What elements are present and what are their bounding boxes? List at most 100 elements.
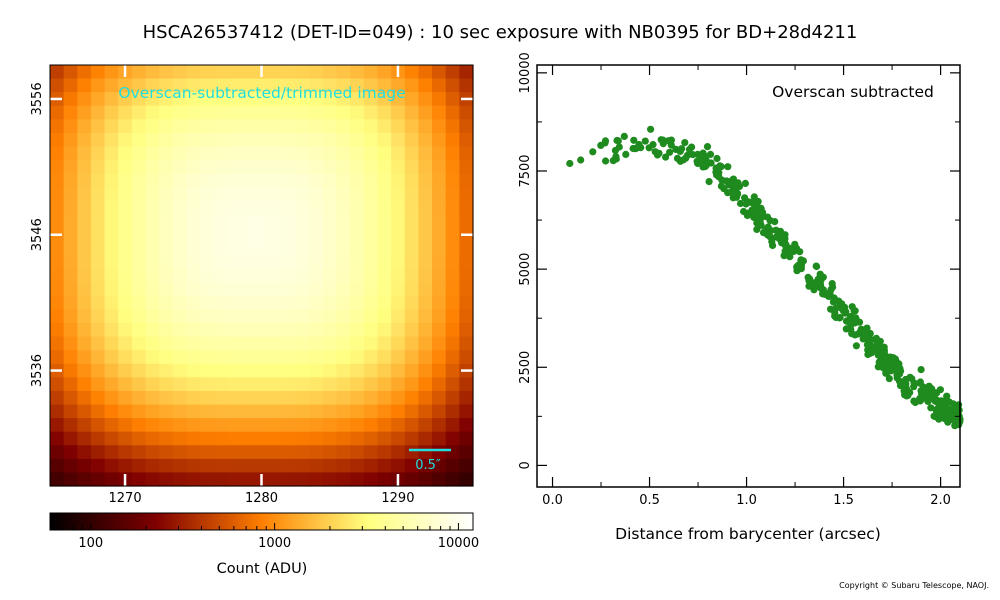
image-pixel [159, 187, 174, 202]
image-pixel [350, 173, 365, 188]
image-pixel [200, 390, 215, 406]
image-annotation: Overscan-subtracted/trimmed image [118, 84, 405, 102]
image-pixel [336, 255, 351, 270]
image-pixel [254, 92, 269, 107]
image-pixel [172, 418, 188, 433]
image-pixel [172, 187, 188, 202]
image-pixel [50, 173, 65, 188]
profile-point [766, 216, 774, 225]
colorbar-label: Count (ADU) [217, 561, 308, 577]
image-pixel [159, 363, 174, 378]
image-pixel [131, 363, 147, 378]
image-pixel [281, 404, 297, 419]
image-pixel [118, 377, 133, 392]
image-pixel [200, 227, 215, 243]
image-pixel [131, 309, 147, 324]
image-pixel [213, 146, 228, 161]
image-pixel [309, 431, 324, 446]
image-pixel [241, 323, 256, 338]
image-pixel [377, 282, 392, 297]
image-pixel [213, 458, 228, 474]
image-pixel [322, 418, 338, 433]
image-pixel [432, 458, 447, 474]
image-pixel [432, 119, 447, 134]
image-pixel [186, 323, 201, 338]
image-pixel [90, 65, 106, 80]
image-pixel [186, 146, 201, 161]
image-pixel [281, 78, 297, 93]
image-pixel [50, 377, 65, 392]
image-pixel [432, 92, 447, 107]
image-pixel [432, 336, 447, 351]
image-pixel [172, 404, 188, 419]
image-pixel [322, 241, 338, 256]
image-pixel [77, 105, 92, 120]
image-pixel [145, 418, 160, 433]
profile-point [836, 313, 844, 322]
image-pixel [268, 200, 283, 215]
image-pixel [432, 214, 447, 229]
colorbar-tick-label: 10000 [438, 536, 479, 551]
image-pixel [322, 363, 338, 378]
image-pixel [445, 323, 460, 338]
image-pixel [432, 255, 447, 270]
image-pixel [63, 119, 78, 134]
image-pixel [322, 78, 338, 93]
image-pixel [172, 268, 188, 283]
image-pixel [309, 458, 324, 474]
profile-x-tick-label: 1.0 [736, 493, 757, 508]
image-pixel [104, 350, 119, 365]
image-pixel [77, 119, 92, 134]
image-pixel [281, 105, 297, 120]
image-pixel [200, 200, 215, 215]
image-pixel [404, 377, 420, 392]
image-pixel [145, 282, 160, 297]
image-pixel [268, 377, 283, 392]
image-pixel [200, 336, 215, 351]
image-pixel [77, 282, 92, 297]
image-pixel [172, 445, 188, 460]
image-pixel [172, 472, 188, 487]
image-pixel [377, 458, 392, 474]
image-pixel [90, 336, 106, 351]
image-pixel [118, 160, 133, 175]
image-pixel [77, 227, 92, 243]
image-pixel [213, 268, 228, 283]
image-pixel [432, 282, 447, 297]
image-pixel [350, 92, 365, 107]
image-pixel [118, 132, 133, 148]
image-pixel [336, 363, 351, 378]
image-pixel [336, 282, 351, 297]
image-pixel [363, 105, 379, 120]
image-pixel [50, 160, 65, 175]
image-pixel [254, 282, 269, 297]
profile-point [602, 157, 610, 165]
profile-point [667, 136, 676, 144]
image-pixel [200, 377, 215, 392]
image-pixel [213, 350, 228, 365]
image-pixel [404, 323, 420, 338]
image-pixel [227, 268, 242, 283]
profile-point [845, 318, 853, 326]
image-pixel [295, 418, 310, 433]
profile-y-tick-label: 7500 [518, 154, 533, 187]
image-pixel [77, 404, 92, 419]
image-pixel [172, 309, 188, 324]
image-pixel [404, 160, 420, 175]
image-pixel [295, 255, 310, 270]
image-pixel [159, 119, 174, 134]
image-pixel [363, 214, 379, 229]
image-pixel [391, 458, 406, 474]
image-pixel [50, 214, 65, 229]
image-pixel [377, 309, 392, 324]
image-pixel [254, 146, 269, 161]
image-pixel [445, 295, 460, 311]
image-pixel [363, 78, 379, 93]
image-pixel [459, 78, 474, 93]
image-pixel [432, 65, 447, 80]
image-pixel [322, 187, 338, 202]
image-pixel [350, 472, 365, 487]
image-pixel [118, 418, 133, 433]
image-y-tick-label: 3556 [30, 82, 45, 115]
image-pixel [432, 472, 447, 487]
